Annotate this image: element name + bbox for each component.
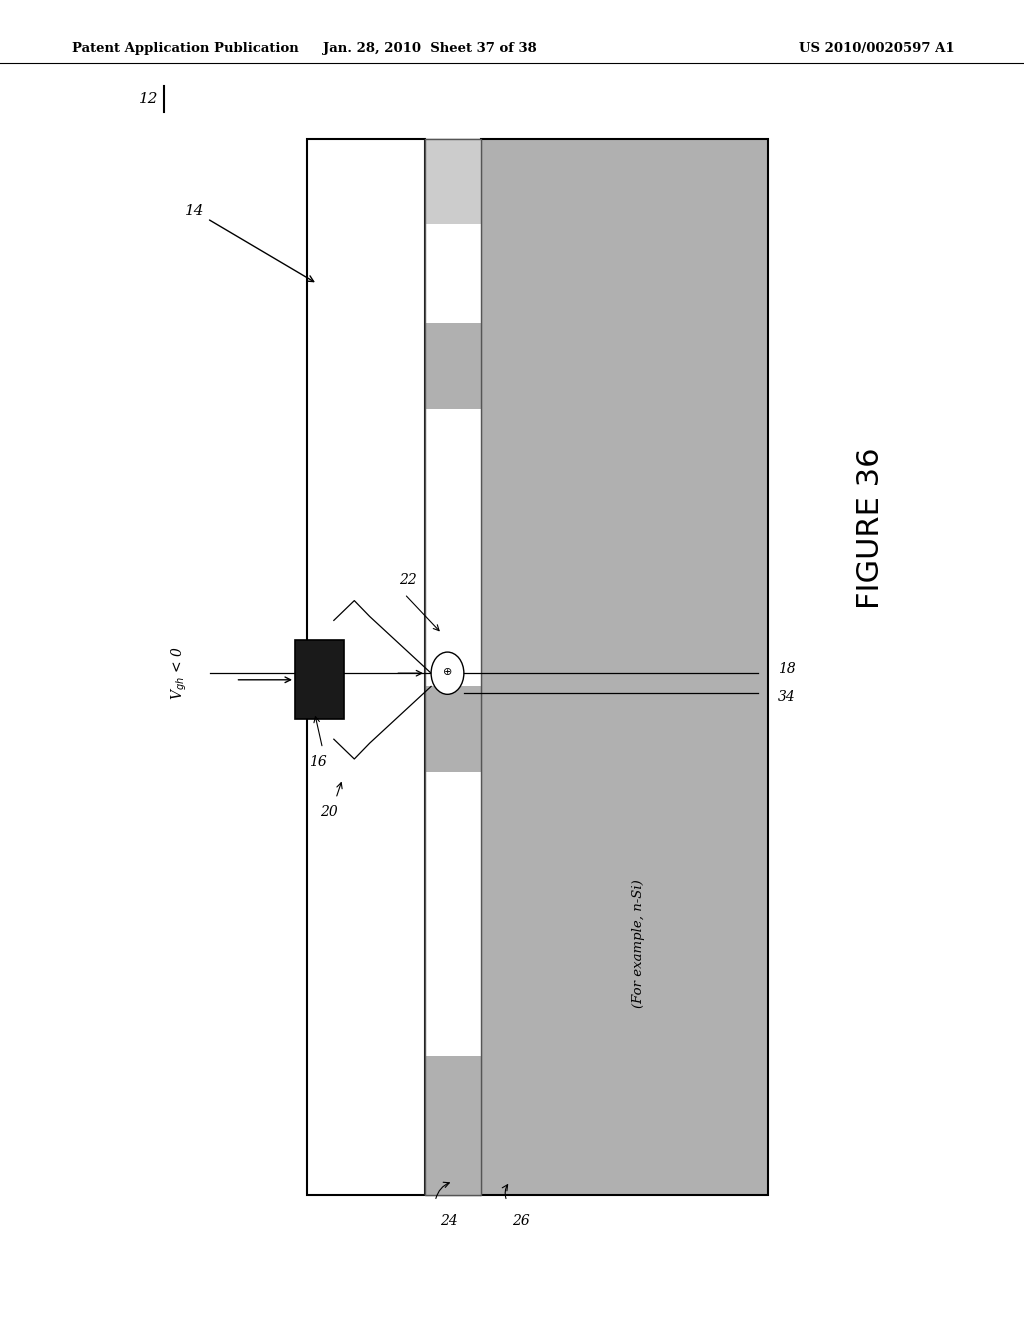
Text: 22: 22	[399, 573, 417, 587]
Text: 26: 26	[512, 1214, 529, 1229]
Bar	[425, 977, 481, 1056]
Bar	[425, 224, 481, 323]
Text: (For example, n-Si): (For example, n-Si)	[633, 879, 645, 1008]
Bar	[425, 1056, 481, 1195]
Text: 18: 18	[778, 663, 796, 676]
Bar	[425, 647, 481, 726]
Text: 20: 20	[321, 805, 338, 820]
Text: $\oplus$: $\oplus$	[442, 667, 453, 677]
Bar	[425, 323, 481, 409]
Bar	[295, 640, 344, 719]
Text: Jan. 28, 2010  Sheet 37 of 38: Jan. 28, 2010 Sheet 37 of 38	[324, 42, 537, 55]
Bar	[425, 139, 481, 1195]
Circle shape	[431, 652, 464, 694]
Bar	[425, 409, 481, 686]
Bar	[425, 139, 481, 1195]
Text: FIGURE 36: FIGURE 36	[856, 447, 885, 609]
Text: 16: 16	[308, 755, 327, 770]
Text: V$_{gh}$ < 0: V$_{gh}$ < 0	[170, 647, 189, 700]
Text: 34: 34	[778, 690, 796, 704]
Text: Patent Application Publication: Patent Application Publication	[72, 42, 298, 55]
Text: 14: 14	[184, 205, 313, 281]
Bar	[307, 139, 425, 1195]
Bar	[425, 139, 481, 1195]
Text: 24: 24	[440, 1214, 458, 1229]
Bar	[425, 317, 481, 396]
Text: 12: 12	[139, 91, 159, 106]
Text: US 2010/0020597 A1: US 2010/0020597 A1	[799, 42, 954, 55]
Bar	[481, 139, 768, 1195]
Bar	[425, 772, 481, 1056]
Bar	[425, 686, 481, 772]
